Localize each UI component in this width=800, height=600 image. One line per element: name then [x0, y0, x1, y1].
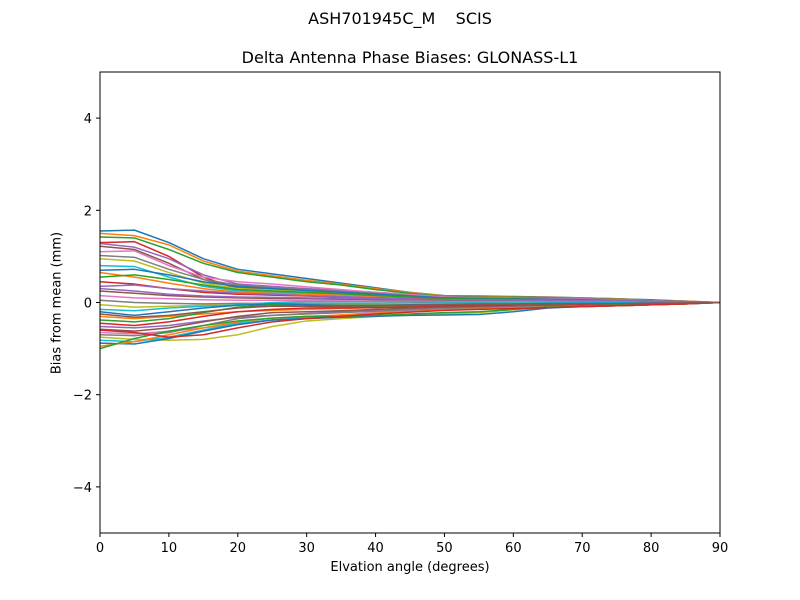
x-tick-label: 80	[643, 541, 660, 556]
series-line-36	[99, 301, 721, 318]
series-line-34	[99, 301, 721, 338]
x-tick-label: 60	[505, 541, 522, 556]
x-tick-label: 70	[574, 541, 591, 556]
y-tick-label: 2	[84, 204, 92, 219]
x-tick-label: 90	[712, 541, 729, 556]
x-axis-label: Elvation angle (degrees)	[330, 560, 490, 575]
series-line-2	[99, 232, 721, 304]
x-tick-label: 20	[230, 541, 247, 556]
y-axis-label: Bias from mean (mm)	[49, 231, 65, 375]
x-tick-label: 0	[96, 541, 104, 556]
series-line-20	[99, 300, 720, 312]
x-axis: 0 10 20 30 40 50 60 70 80 90	[96, 533, 728, 556]
y-tick-label: −4	[73, 481, 92, 496]
series-line-35	[99, 287, 721, 304]
y-tick-label: 4	[84, 112, 92, 127]
x-tick-label: 30	[298, 541, 315, 556]
y-tick-label: −2	[73, 389, 92, 404]
series-lines	[99, 229, 721, 350]
x-tick-label: 50	[436, 541, 453, 556]
x-tick-label: 40	[367, 541, 384, 556]
y-axis: −4 −2 0 2 4	[73, 112, 100, 496]
x-tick-label: 10	[161, 541, 178, 556]
chart-title: Delta Antenna Phase Biases: GLONASS-L1	[241, 48, 579, 67]
figure-suptitle: ASH701945C_M SCIS	[308, 9, 492, 28]
y-tick-label: 0	[84, 297, 92, 312]
